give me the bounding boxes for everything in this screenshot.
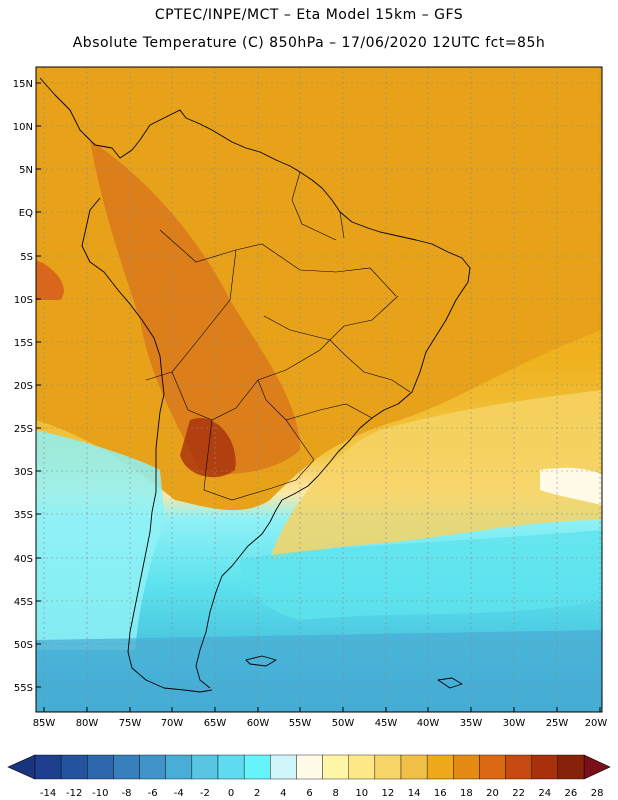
colorbar-label: 26: [565, 788, 578, 799]
lat-label: 10S: [14, 295, 33, 306]
colorbar-label: 22: [512, 788, 525, 799]
map-frame: [35, 66, 603, 713]
colorbar-swatch: [374, 754, 402, 780]
colorbar-swatch: [243, 754, 271, 780]
lat-label: 5N: [19, 165, 33, 176]
lat-label: 25S: [14, 424, 33, 435]
lat-label: 30S: [14, 467, 33, 478]
lon-label: 80W: [76, 718, 99, 729]
lon-label: 50W: [332, 718, 355, 729]
hot-region: [90, 140, 300, 474]
lon-label: 25W: [546, 718, 569, 729]
colorbar-label: -2: [200, 788, 210, 799]
colorbar-swatch: [400, 754, 428, 780]
colorbar-label: 0: [228, 788, 234, 799]
colorbar-label: 20: [486, 788, 499, 799]
colorbar-swatch: [270, 754, 297, 780]
colorbar-label: 24: [538, 788, 551, 799]
colorbar-label: 8: [332, 788, 338, 799]
lat-label: 20S: [14, 381, 33, 392]
lat-label: 15S: [14, 338, 33, 349]
lat-label: 15N: [13, 79, 33, 90]
coastlines: [39, 77, 471, 693]
colorbar-swatch: [348, 754, 376, 780]
colorbar-label: -14: [40, 788, 56, 799]
lon-label: 85W: [33, 718, 56, 729]
hot-core: [180, 418, 236, 478]
lon-label: 20W: [585, 718, 608, 729]
colorbar-swatch: [113, 754, 140, 780]
lon-label: 55W: [289, 718, 312, 729]
colorbar-low-arrow: [7, 754, 36, 780]
lon-label: 75W: [119, 718, 142, 729]
atlantic-cool-band: [240, 530, 602, 620]
lat-label: 45S: [14, 597, 33, 608]
colorbar-swatch: [479, 754, 506, 780]
colorbar-swatch: [531, 754, 559, 780]
lat-label: 40S: [14, 554, 33, 565]
colorbar-label: 14: [408, 788, 421, 799]
colorbar-label: 10: [355, 788, 368, 799]
colorbar-label: -8: [122, 788, 132, 799]
latitude-labels: 15N 10N 5N EQ 5S 10S 15S 20S 25S 30S 35S…: [13, 79, 33, 694]
colorbar-label: -6: [148, 788, 158, 799]
colorbar-label: -10: [92, 788, 108, 799]
lon-label: 45W: [375, 718, 398, 729]
colorbar-swatch: [217, 754, 245, 780]
lon-label: 30W: [503, 718, 526, 729]
colorbar-label: 2: [254, 788, 260, 799]
lat-label: 35S: [14, 510, 33, 521]
colorbar-swatch: [191, 754, 219, 780]
lon-label: 35W: [460, 718, 483, 729]
country-borders: [145, 171, 411, 501]
colorbar-swatch: [322, 754, 349, 780]
longitude-labels: 85W 80W 75W 70W 65W 60W 55W 50W 45W 40W …: [33, 718, 608, 729]
lat-label: 10N: [13, 122, 33, 133]
pacific-cool-band: [36, 430, 165, 650]
colorbar-swatch: [139, 754, 166, 780]
colorbar-swatch: [87, 754, 114, 780]
coastal-warm-patch: [36, 260, 64, 300]
colorbar-label: 18: [460, 788, 473, 799]
lon-label: 60W: [247, 718, 270, 729]
chart-title-line-1: CPTEC/INPE/MCT – Eta Model 15km – GFS: [154, 7, 464, 23]
axis-ticks: [36, 82, 601, 712]
colorbar-label: 4: [280, 788, 286, 799]
lat-label: 50S: [14, 640, 33, 651]
chart-title-line-2: Absolute Temperature (C) 850hPa – 17/06/…: [72, 35, 546, 51]
colorbar-label: 12: [382, 788, 395, 799]
colorbar-high-arrow: [583, 754, 611, 780]
lat-label: 5S: [20, 252, 33, 263]
yellow-band: [270, 390, 602, 560]
colorbar-label: 6: [306, 788, 312, 799]
lat-label: 55S: [14, 683, 33, 694]
colorbar-swatch: [505, 754, 532, 780]
southern-cold-band: [36, 630, 602, 712]
colorbar-label: 28: [591, 788, 604, 799]
temperature-field: [36, 67, 602, 712]
coordinate-grid: [36, 67, 602, 712]
colorbar-swatch: [296, 754, 323, 780]
lat-label: EQ: [19, 208, 33, 219]
colorbar-swatch: [34, 754, 62, 780]
colorbar-swatch: [60, 754, 88, 780]
colorbar-swatch: [426, 754, 454, 780]
colorbar-swatch: [165, 754, 193, 780]
colorbar-swatch: [453, 754, 480, 780]
colorbar-label: -12: [66, 788, 82, 799]
colorbar-label: -4: [174, 788, 184, 799]
pale-patch: [540, 467, 602, 505]
colorbar-label: 16: [434, 788, 447, 799]
lon-label: 40W: [417, 718, 440, 729]
lon-label: 65W: [204, 718, 227, 729]
colorbar-swatch: [557, 754, 585, 780]
color-scale-bar: -14 -12 -10 -8 -6 -4 -2 0 2 4 6 8 10 12 14 16 18 20 22 24 26…: [7, 754, 611, 799]
lon-label: 70W: [161, 718, 184, 729]
